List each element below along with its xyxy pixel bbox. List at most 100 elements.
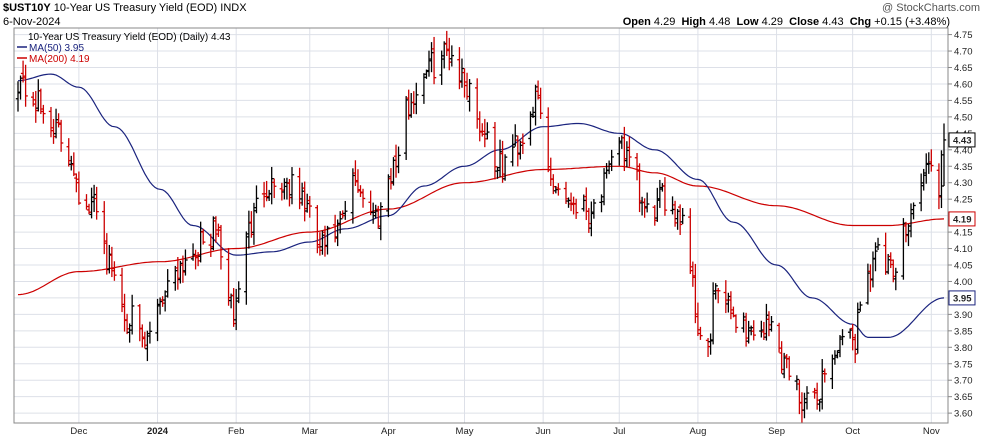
price-bar [830, 354, 835, 389]
price-bar [112, 261, 117, 281]
price-bar [317, 232, 323, 256]
chg-label: Chg [849, 16, 872, 28]
chart-grid [14, 28, 948, 423]
price-bar [675, 208, 680, 230]
price-bar [764, 303, 769, 341]
price-bar [56, 113, 61, 128]
price-bar [652, 205, 657, 226]
price-bar [261, 181, 267, 208]
price-bar [91, 184, 97, 213]
price-badges: 4.43 4.19 3.95 [948, 132, 976, 306]
price-bar [122, 293, 127, 332]
price-bar [51, 118, 56, 144]
price-bar [515, 135, 520, 167]
price-bar [513, 124, 518, 147]
price-bar [637, 163, 642, 213]
x-tick-label: Jun [535, 426, 550, 437]
price-bar [622, 126, 627, 172]
price-bar [599, 194, 604, 213]
price-bar [429, 42, 434, 73]
y-tick-label: 4.40 [954, 145, 973, 156]
price-bar [272, 178, 277, 199]
price-bar [875, 237, 881, 251]
price-bar [370, 202, 376, 224]
price-bar [480, 123, 485, 137]
price-bar [76, 171, 82, 205]
price-bar [485, 122, 490, 140]
price-bar [386, 174, 391, 218]
price-bar [591, 199, 597, 219]
price-bar [766, 311, 772, 337]
price-bar [617, 137, 622, 166]
price-bar [787, 356, 792, 381]
price-bar [606, 160, 612, 175]
ticker-name: 10-Year US Treasury Yield (EOD) [53, 2, 218, 14]
x-tick-label: May [456, 426, 474, 437]
price-bar [350, 168, 356, 224]
price-bar [302, 181, 307, 222]
chg-value: +0.15 (+3.48%) [874, 16, 950, 28]
price-bar [20, 60, 26, 83]
ticker-symbol: $UST10Y [3, 2, 51, 14]
y-tick-label: 3.85 [954, 326, 973, 337]
price-bar [820, 359, 825, 410]
legend-ma200-label: MA(200) 4.19 [29, 54, 90, 65]
price-bar [644, 192, 650, 213]
open-label: Open [622, 16, 651, 28]
price-bar [781, 352, 787, 379]
price-bar [119, 267, 125, 313]
price-bar [124, 313, 130, 335]
price-bar [802, 392, 807, 419]
price-bar [376, 205, 381, 229]
price-bar [69, 155, 74, 171]
price-bar [426, 50, 432, 77]
price-bar [307, 196, 312, 218]
price-bar [891, 259, 896, 283]
price-bar [502, 154, 508, 181]
price-bar [297, 167, 302, 210]
price-bar [175, 256, 181, 290]
plot-border [13, 27, 949, 424]
price-bar [201, 228, 206, 245]
price-bar [941, 123, 947, 187]
price-bar [814, 382, 820, 410]
price-bar [497, 139, 503, 178]
price-bar [23, 64, 28, 107]
price-bar [15, 81, 21, 112]
price-bar [162, 290, 168, 312]
price-bar [726, 292, 731, 313]
price-bar [71, 152, 77, 177]
price-bar [705, 338, 711, 358]
price-bar [655, 187, 660, 222]
price-bar [741, 312, 746, 333]
price-bar [325, 225, 330, 255]
price-bar [279, 182, 285, 201]
price-bar [378, 202, 383, 241]
price-bar [710, 282, 716, 345]
price-bar [406, 89, 411, 120]
y-tick-label: 3.60 [954, 409, 973, 420]
ma50-line [17, 73, 945, 338]
price-bar [929, 149, 934, 172]
price-bar [218, 224, 224, 270]
price-bar [178, 260, 183, 284]
ma50-series [17, 73, 945, 338]
price-bar [332, 214, 338, 243]
price-bar [870, 251, 876, 288]
price-bar [901, 218, 906, 280]
ticker-exchange: INDX [220, 2, 247, 14]
ohlc-summary: Open 4.29 High 4.48 Low 4.29 Close 4.43 … [623, 16, 950, 28]
chart-date: 6-Nov-2024 [3, 16, 61, 28]
price-bar [883, 232, 888, 275]
badge-ma50-box [948, 290, 976, 306]
price-bar [289, 167, 295, 205]
price-bar [193, 249, 198, 270]
price-bar [231, 288, 236, 327]
y-tick-label: 4.75 [954, 30, 973, 41]
price-bar [586, 207, 592, 233]
price-bar [355, 169, 361, 193]
price-bar [873, 242, 878, 272]
price-bar [424, 69, 429, 79]
price-bar [804, 386, 810, 410]
